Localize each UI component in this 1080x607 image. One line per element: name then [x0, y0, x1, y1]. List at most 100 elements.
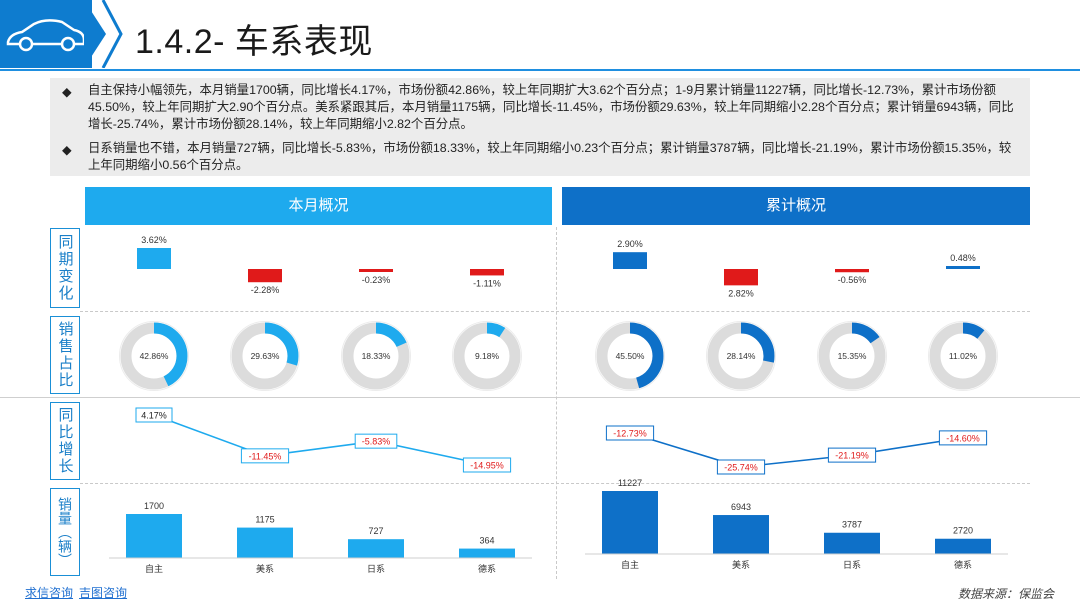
volume-bar-label: 727 [368, 526, 383, 536]
change-bar [946, 266, 980, 269]
row-label-volume: 销量（辆） [50, 488, 80, 576]
donut-slice [342, 322, 410, 390]
growth-label: -21.19% [835, 451, 869, 461]
volume-bar-label: 2720 [953, 526, 973, 536]
volume-bar [126, 514, 182, 558]
donut-label: 15.35% [838, 351, 867, 361]
row-divider-solid [0, 397, 1080, 398]
growth-label-box [827, 447, 877, 463]
change-bar [613, 252, 647, 269]
header-chevron [84, 0, 106, 68]
footer-link-1[interactable]: 求信咨询 [25, 586, 74, 600]
change-bar-label: -1.11% [473, 278, 501, 288]
change-bar-label: 2.82% [728, 288, 754, 298]
growth-label-box [938, 430, 988, 446]
page-title: 1.4.2- 车系表现 [135, 23, 373, 61]
donut-label: 11.02% [949, 351, 978, 361]
growth-label-box [462, 457, 512, 473]
donut-label: 9.18% [475, 351, 500, 361]
panel-header-month: 本月概况 [85, 187, 552, 225]
volume-bar [237, 527, 293, 558]
change-bar [359, 269, 393, 272]
change-bar [724, 269, 758, 286]
growth-label-box [354, 433, 398, 449]
donut-slice [818, 322, 886, 390]
donut-slice [231, 322, 299, 390]
change-bar [470, 269, 504, 276]
volume-category-label: 自主 [145, 563, 163, 574]
growth-label-box [240, 448, 290, 464]
change-bar-label: -0.56% [838, 275, 867, 285]
change-bar-label: 2.90% [617, 239, 643, 249]
volume-bar [459, 548, 515, 558]
donut-label: 42.86% [140, 351, 169, 361]
car-icon [6, 19, 86, 52]
row-label-period-change: 同期变化 [50, 228, 80, 308]
donut-slice [596, 322, 664, 390]
volume-bar-label: 11227 [618, 478, 642, 488]
volume-bar [348, 539, 404, 558]
growth-label: -14.95% [470, 461, 504, 471]
donut-slice [453, 322, 521, 390]
donut-slice [707, 322, 775, 390]
growth-label: -5.83% [362, 437, 391, 447]
growth-label-box [135, 407, 173, 423]
title-rule [0, 69, 1080, 71]
source-note: 数据来源：保监会 [958, 587, 1055, 601]
donut-label: 28.14% [727, 351, 756, 361]
volume-category-label: 日系 [367, 564, 385, 574]
volume-bar [935, 538, 991, 554]
volume-bar-label: 1175 [255, 515, 274, 525]
change-bar-label: -0.23% [362, 275, 391, 285]
summary-box [50, 78, 1030, 176]
panel-header-cumulative: 累计概况 [562, 187, 1030, 225]
growth-label: -25.74% [724, 463, 758, 473]
footer-links: 求信咨询 吉图咨询 [25, 584, 133, 601]
row-label-growth: 同比增长 [50, 402, 80, 480]
change-bar-label: 3.62% [141, 235, 167, 245]
growth-line [629, 432, 964, 468]
growth-line [153, 414, 488, 466]
row-label-share: 销售占比 [50, 316, 80, 394]
donut-label: 29.63% [251, 351, 280, 361]
row-divider [80, 483, 1030, 484]
volume-category-label: 美系 [732, 559, 750, 570]
growth-label: -11.45% [249, 451, 282, 461]
summary-paragraph-1: 自主保持小幅领先，本月销量1700辆，同比增长4.17%，市场份额42.86%，… [88, 83, 1014, 131]
logo-box [0, 0, 92, 68]
volume-category-label: 自主 [621, 559, 639, 570]
bullet-icon: ◆ [62, 85, 72, 99]
growth-label-box [605, 425, 655, 441]
bullet-icon: ◆ [62, 143, 72, 157]
change-bar [835, 269, 869, 273]
volume-category-label: 德系 [954, 559, 972, 570]
donut-label: 18.33% [362, 351, 391, 361]
growth-label: 4.17% [141, 411, 167, 421]
footer-link-2[interactable]: 吉图咨询 [79, 586, 128, 600]
volume-bar-label: 364 [479, 536, 494, 546]
volume-category-label: 美系 [256, 563, 274, 574]
row-divider [80, 311, 1030, 312]
change-bar [248, 269, 282, 283]
donut-label: 45.50% [616, 351, 645, 361]
growth-label: -14.60% [946, 433, 980, 443]
volume-bar [602, 491, 658, 554]
volume-bar [713, 515, 769, 554]
volume-category-label: 日系 [843, 560, 861, 570]
change-bar-label: 0.48% [950, 253, 976, 263]
donut-slice [929, 322, 997, 390]
volume-bar-label: 6943 [731, 502, 751, 512]
growth-label-box [716, 459, 766, 475]
volume-bar-label: 1700 [144, 501, 164, 511]
donut-slice [120, 322, 188, 390]
growth-label: -12.73% [613, 429, 647, 439]
volume-bar [824, 532, 880, 554]
header-chevron-outline [101, 0, 123, 68]
volume-category-label: 德系 [478, 563, 496, 574]
panel-divider [556, 227, 557, 579]
volume-bar-label: 3787 [842, 520, 862, 530]
summary-paragraph-2: 日系销量也不错，本月销量727辆，同比增长-5.83%，市场份额18.33%，较… [88, 141, 1012, 172]
header-band [0, 0, 1080, 70]
change-bar [137, 248, 171, 269]
